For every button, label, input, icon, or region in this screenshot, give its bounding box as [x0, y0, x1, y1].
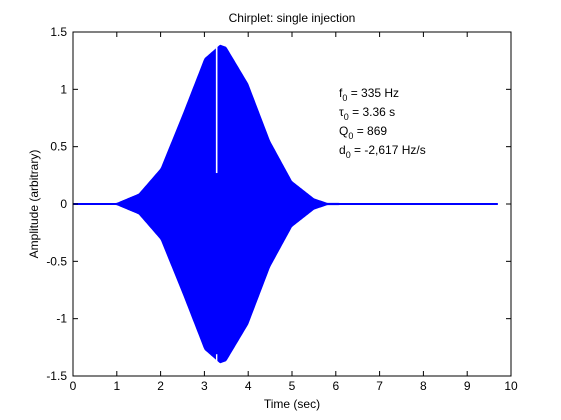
y-tick-label: -0.5: [46, 254, 67, 268]
annotation-param-3: d0 = -2,617 Hz/s: [339, 143, 426, 160]
x-tick-label: 5: [289, 379, 296, 393]
x-tick-label: 7: [376, 379, 383, 393]
ticks-layer: 0 1 2 3 4 5 6 7 8 9 10 1.5 1 0.5 0 -0.5 -1 -1.5: [46, 25, 518, 393]
x-axis-label: Time (sec): [264, 397, 320, 411]
y-tick-label: 1.5: [50, 25, 67, 39]
y-tick-label: 0: [60, 197, 67, 211]
x-tick-label: 2: [157, 379, 164, 393]
series-0: [73, 44, 498, 364]
chart-title: Chirplet: single injection: [229, 11, 356, 25]
y-tick-label: 0.5: [50, 140, 67, 154]
series-layer: [73, 44, 498, 364]
x-tick-label: 1: [113, 379, 120, 393]
y-tick-label: 1: [60, 82, 67, 96]
x-tick-label: 6: [332, 379, 339, 393]
annotation-layer: f0 = 335 Hz τ0 = 3.36 s Q0 = 869 d0 = -2,61…: [339, 86, 426, 160]
x-tick-label: 4: [245, 379, 252, 393]
annotation-param-2: Q0 = 869: [339, 124, 387, 141]
annotation-param-1: τ0 = 3.36 s: [339, 105, 395, 122]
y-tick-label: -1.5: [46, 369, 67, 383]
x-tick-label: 0: [70, 379, 77, 393]
x-tick-label: 9: [464, 379, 471, 393]
x-tick-label: 3: [201, 379, 208, 393]
y-tick-label: -1: [56, 312, 67, 326]
y-axis-label: Amplitude (arbitrary): [27, 150, 41, 259]
x-tick-label: 10: [504, 379, 518, 393]
x-tick-label: 8: [420, 379, 427, 393]
annotation-param-0: f0 = 335 Hz: [339, 86, 399, 103]
